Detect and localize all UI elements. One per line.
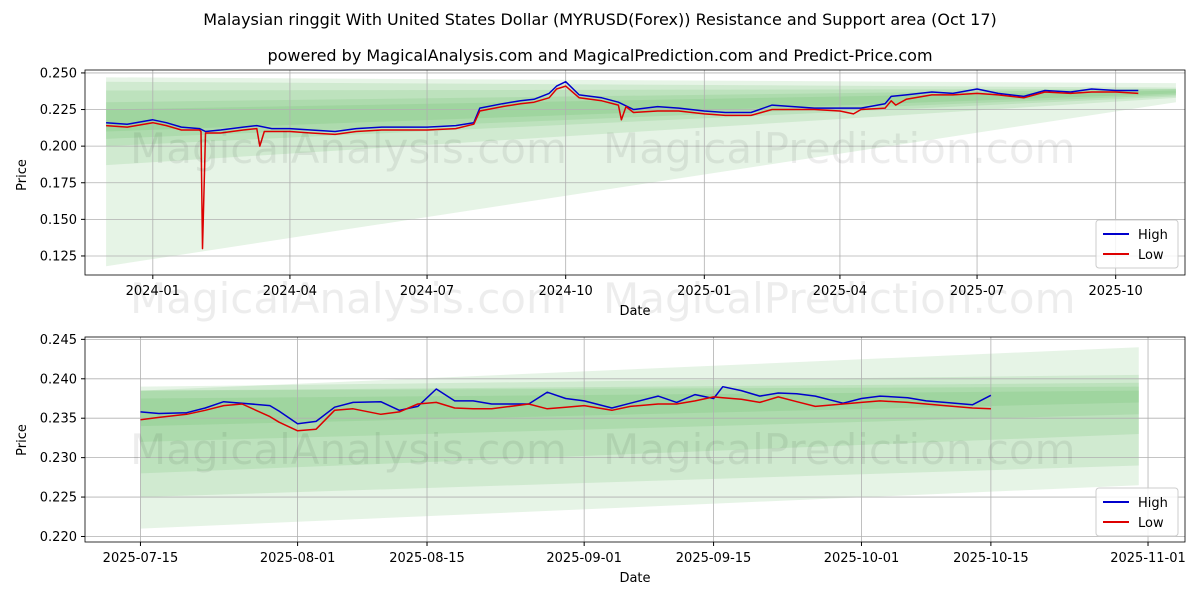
- support-resistance-band: [106, 81, 1176, 166]
- x-tick-label: 2025-08-15: [389, 551, 465, 566]
- y-tick-label: 0.240: [40, 372, 77, 387]
- x-axis-label: Date: [619, 304, 650, 319]
- series-line-low: [140, 396, 991, 432]
- chart-subtitle: powered by MagicalAnalysis.com and Magic…: [267, 46, 933, 65]
- y-axis-label: Price: [15, 159, 30, 191]
- legend-label-low: Low: [1138, 248, 1164, 263]
- x-tick-label: 2025-11-01: [1110, 551, 1186, 566]
- plot-area: [85, 70, 1185, 275]
- support-resistance-band: [140, 347, 1139, 529]
- y-tick-label: 0.220: [40, 530, 77, 545]
- y-tick-label: 0.250: [40, 66, 77, 81]
- y-tick-label: 0.230: [40, 451, 77, 466]
- chart-title: Malaysian ringgit With United States Dol…: [203, 10, 997, 29]
- x-tick-label: 2024-04: [263, 284, 317, 299]
- x-tick-label: 2025-10-15: [953, 551, 1029, 566]
- y-tick-label: 0.200: [40, 140, 77, 155]
- series-line-low: [106, 85, 1139, 250]
- x-tick-label: 2025-07: [950, 284, 1004, 299]
- x-tick-label: 2025-08-01: [260, 551, 336, 566]
- x-tick-label: 2024-10: [539, 284, 593, 299]
- plot-area: [85, 337, 1185, 542]
- support-resistance-band: [106, 90, 1176, 132]
- legend-box: [1095, 487, 1179, 537]
- support-resistance-band: [106, 89, 1176, 147]
- plot-frame: [84, 336, 1186, 543]
- x-tick-label: 2025-09-15: [676, 551, 752, 566]
- support-resistance-band: [106, 89, 1176, 139]
- y-tick-label: 0.225: [40, 491, 77, 506]
- support-resistance-band: [140, 390, 1139, 427]
- y-tick-label: 0.245: [40, 333, 77, 348]
- x-tick-label: 2024-07: [400, 284, 454, 299]
- legend-label-high: High: [1138, 228, 1168, 243]
- panel-short-term: 2025-07-15 2025-08-01 2025-08-15 2025-09-01…: [15, 333, 1186, 586]
- y-tick-label: 0.150: [40, 213, 77, 228]
- series-line-high: [106, 80, 1139, 133]
- y-tick-label: 0.125: [40, 249, 77, 264]
- x-tick-label: 2025-10-01: [824, 551, 900, 566]
- plot-frame: [84, 69, 1186, 276]
- panel-long-term: 2024-01 2024-04 2024-07 2024-10 2025-01 2025-…: [15, 66, 1186, 319]
- legend-box: [1095, 219, 1179, 269]
- support-resistance-band: [140, 386, 1139, 442]
- x-tick-label: 2025-10: [1089, 284, 1143, 299]
- legend-label-low: Low: [1138, 516, 1164, 531]
- y-tick-label: 0.225: [40, 103, 77, 118]
- x-tick-label: 2025-04: [813, 284, 867, 299]
- x-tick-label: 2025-07-15: [103, 551, 179, 566]
- x-tick-label: 2024-01: [126, 284, 180, 299]
- legend-label-high: High: [1138, 496, 1168, 511]
- series-line-high: [140, 385, 992, 425]
- y-tick-label: 0.235: [40, 412, 77, 427]
- x-tick-label: 2025-09-01: [546, 551, 622, 566]
- y-axis-label: Price: [15, 424, 30, 456]
- x-tick-label: 2025-01: [677, 284, 731, 299]
- x-axis-label: Date: [619, 571, 650, 586]
- y-tick-label: 0.175: [40, 176, 77, 191]
